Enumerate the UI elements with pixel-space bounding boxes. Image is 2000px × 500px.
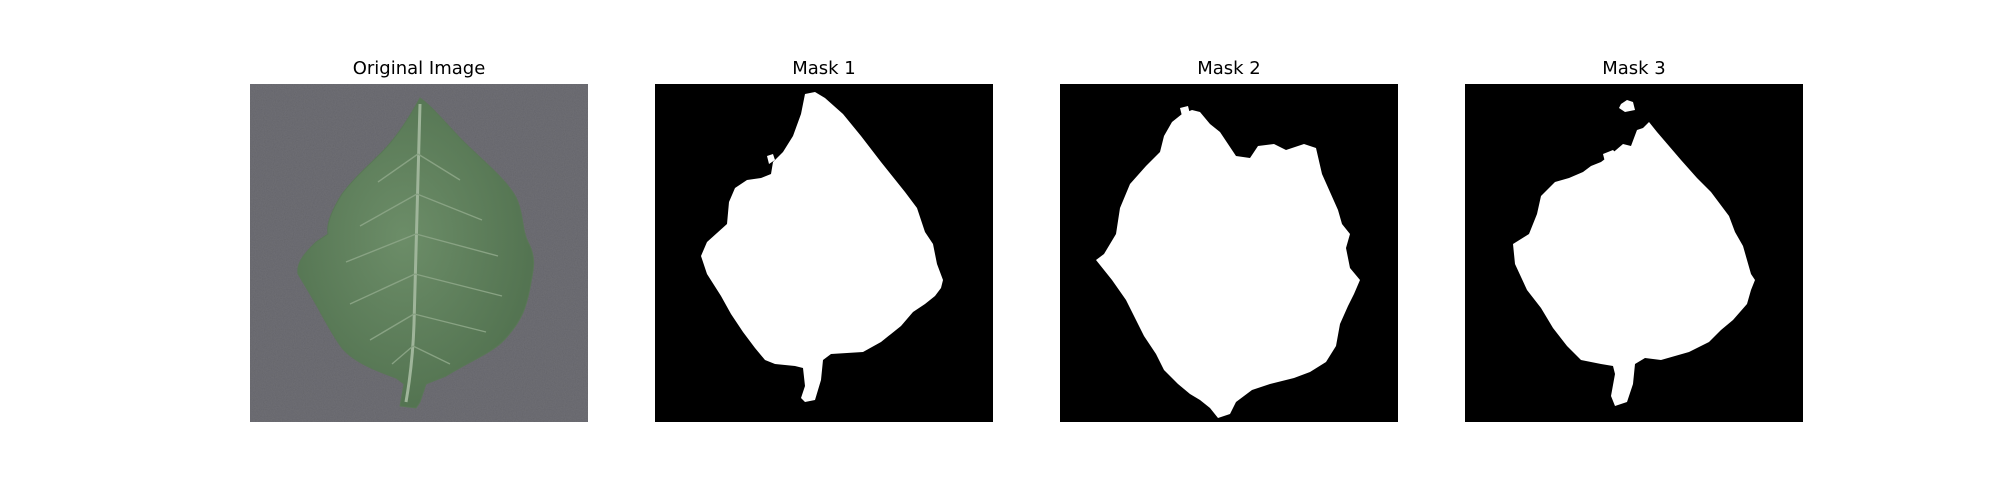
mask-2-image [1060, 84, 1398, 422]
mask-foreground [1096, 110, 1360, 418]
leaf-veins [345, 153, 503, 365]
panel-mask-1: Mask 1 [655, 0, 993, 500]
mask-3-image [1465, 84, 1803, 422]
mask-speck [1214, 398, 1228, 412]
panel-mask-2: Mask 2 [1060, 0, 1398, 500]
panel-title-original: Original Image [352, 58, 486, 79]
mask-speck [1619, 100, 1635, 112]
mask-foreground [701, 92, 943, 402]
panel-title-mask-2: Mask 2 [1197, 58, 1261, 79]
leaf-midrib [404, 103, 422, 403]
leaf-photo [250, 84, 588, 422]
mask-1-image [655, 84, 993, 422]
mask-speck [1180, 106, 1190, 116]
panel-title-mask-3: Mask 3 [1602, 58, 1666, 79]
panel-title-mask-1: Mask 1 [792, 58, 856, 79]
panel-mask-3: Mask 3 [1465, 0, 1803, 500]
mask-speck [767, 154, 775, 164]
mask-foreground [1513, 122, 1755, 406]
panel-original-image: Original Image [250, 0, 588, 500]
mask-speck [1603, 150, 1619, 164]
